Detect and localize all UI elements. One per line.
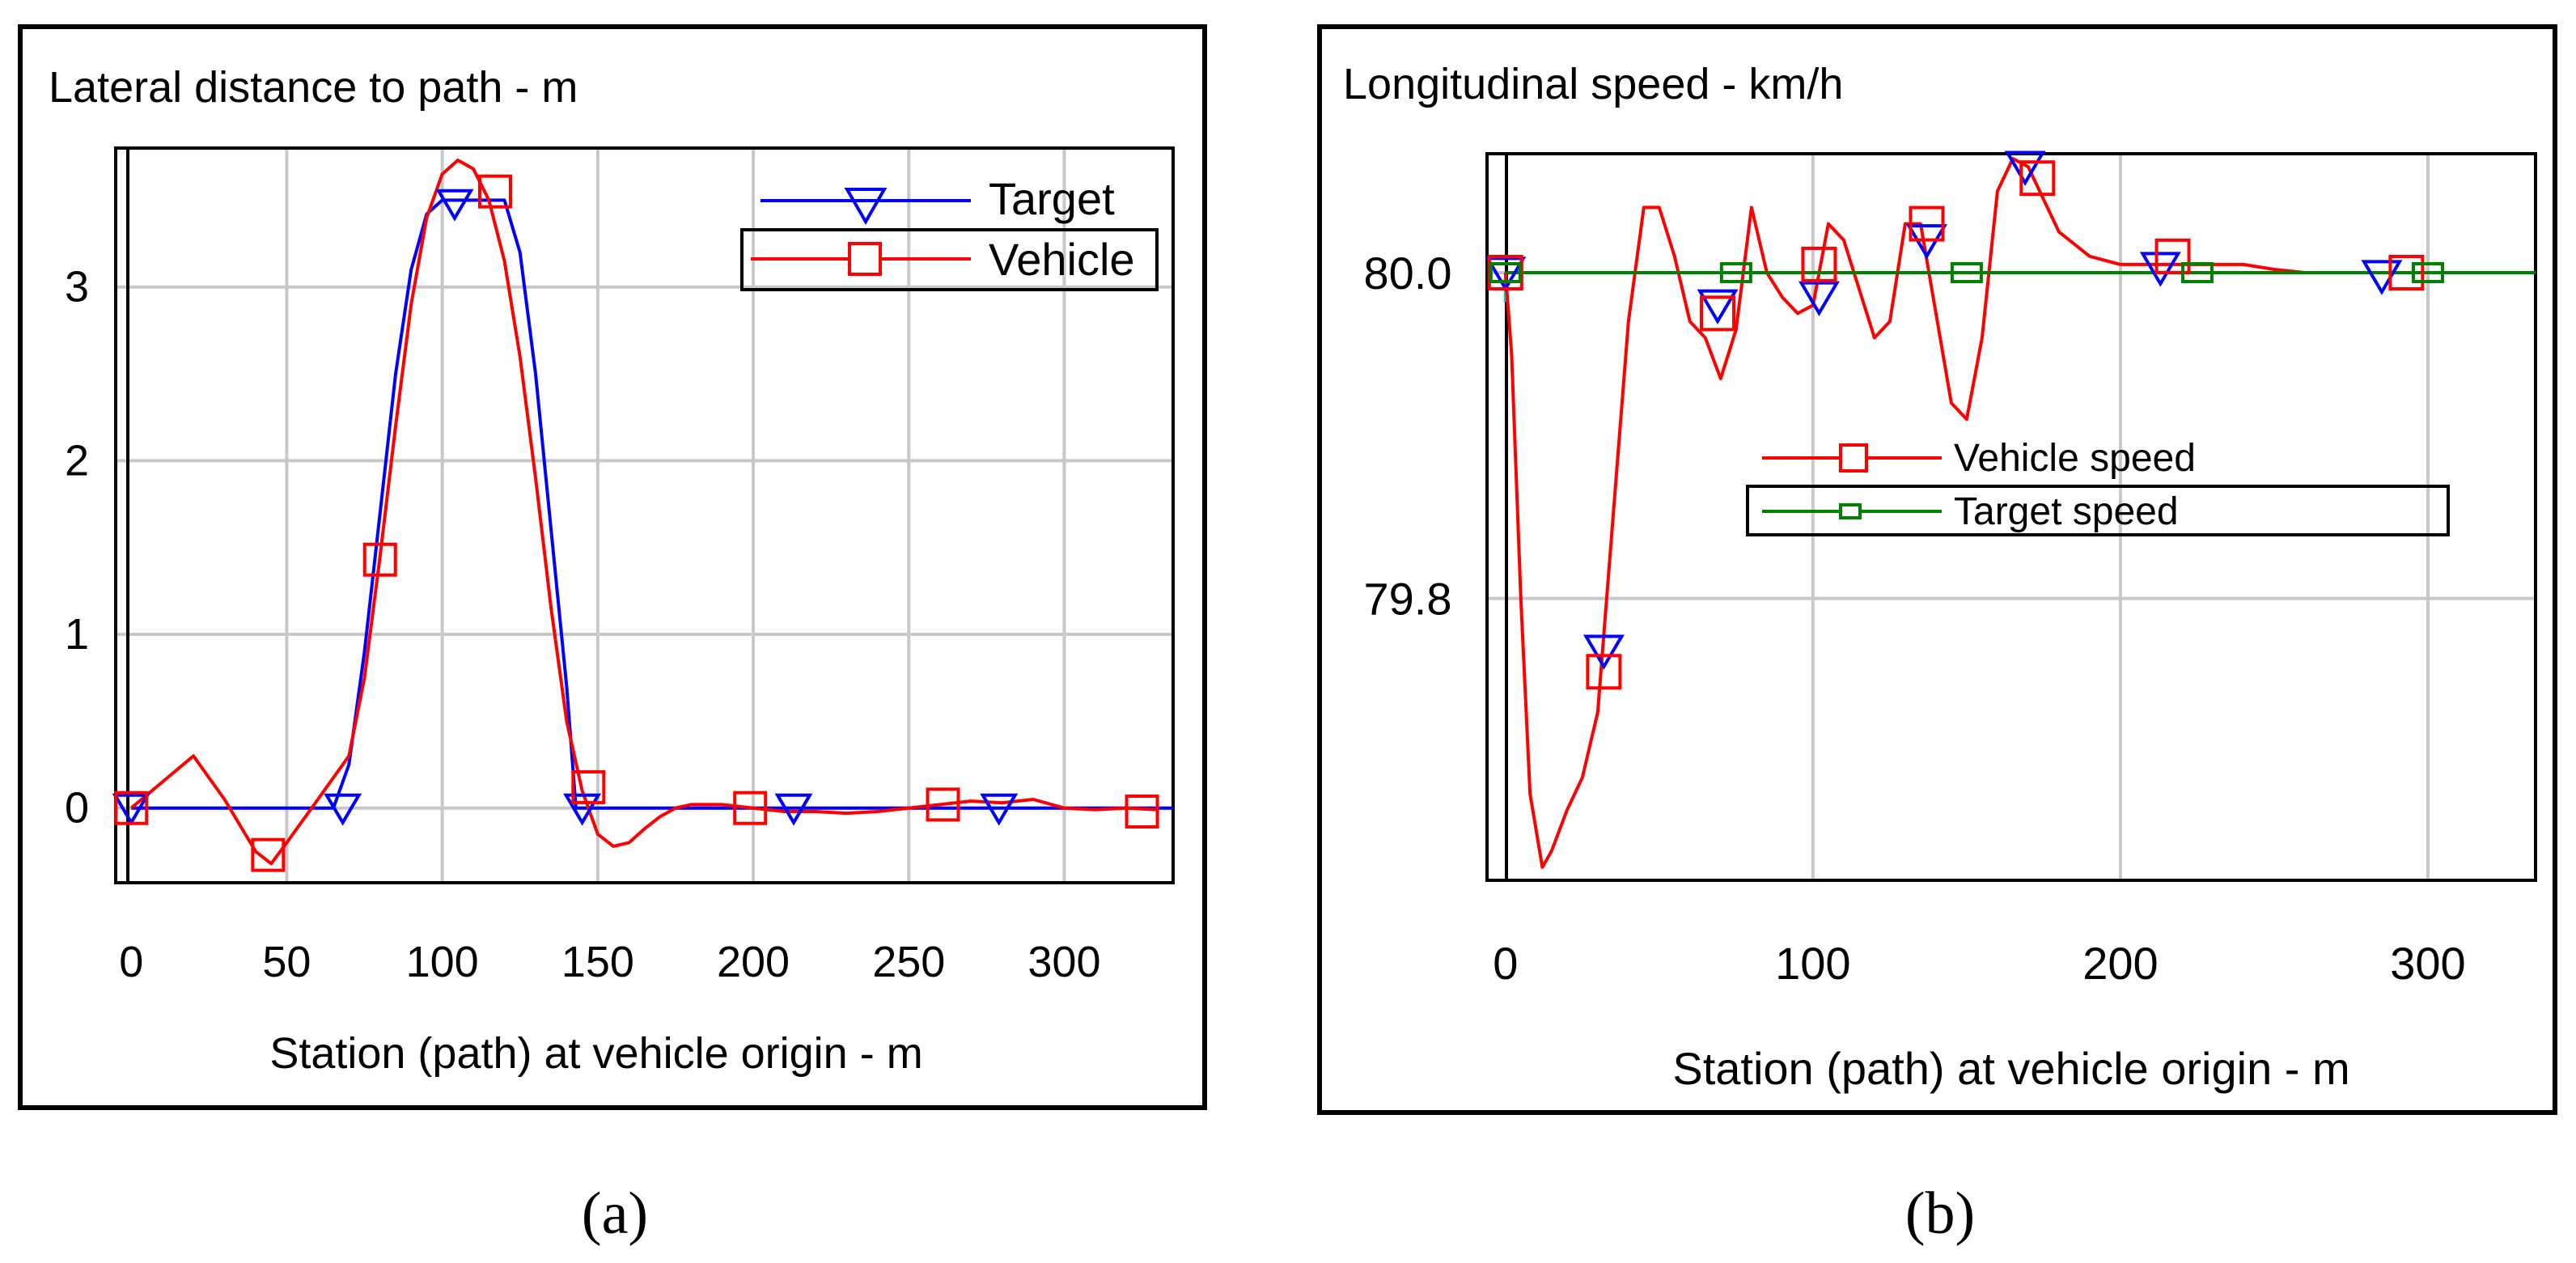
vehicle-speed-marker — [1700, 295, 1736, 332]
y-tick-label: 80.0 — [1364, 248, 1452, 299]
panel-a-title: Lateral distance to path - m — [49, 63, 578, 112]
x-tick-label: 300 — [1027, 938, 1100, 986]
legend-vehicle-label: Vehicle — [989, 234, 1135, 285]
vehicle-speed-marker — [2154, 238, 2191, 274]
legend-vehicle-speed-label: Vehicle speed — [1954, 437, 2196, 480]
target-speed-tri-marker — [1485, 256, 1527, 292]
x-tick-label: 50 — [262, 938, 311, 986]
x-tick-label: 100 — [1775, 938, 1850, 989]
target-speed-tri-marker — [1697, 289, 1739, 324]
target-speed-marker — [1489, 261, 1522, 283]
target-speed-marker — [2411, 261, 2444, 283]
vehicle-marker — [926, 787, 960, 822]
target-line — [131, 198, 1173, 810]
vehicle-speed-marker — [2019, 160, 2056, 197]
target-speed-tri-marker — [2004, 150, 2046, 186]
panel-a-ticks: 0 50 100 150 200 250 300 0 1 2 3 — [65, 263, 1101, 986]
panel-label-a: (a) — [582, 1180, 648, 1247]
x-tick-label: 250 — [872, 938, 945, 986]
x-tick-label: 100 — [406, 938, 479, 986]
x-tick-label: 0 — [119, 938, 143, 986]
vehicle-marker — [362, 542, 397, 577]
vehicle-speed-marker — [2388, 254, 2425, 290]
x-tick-label: 300 — [2390, 938, 2465, 989]
panel-b-xlabel: Station (path) at vehicle origin - m — [1672, 1043, 2349, 1094]
legend-target-speed-marker — [1839, 503, 1862, 519]
vehicle-marker — [251, 837, 286, 872]
target-speed-tri-marker — [1798, 281, 1840, 316]
x-tick-label: 200 — [717, 938, 790, 986]
x-tick-label: 200 — [2082, 938, 2158, 989]
target-speed-marker — [1950, 261, 1983, 283]
target-speed-tri-marker — [1582, 634, 1625, 670]
legend-vehicle-box — [740, 228, 1159, 291]
y-tick-label: 0 — [65, 784, 89, 833]
vehicle-speed-marker — [1801, 246, 1837, 282]
legend-target-label: Target — [989, 173, 1115, 224]
vehicle-marker — [114, 790, 149, 825]
y-tick-label: 1 — [65, 610, 89, 659]
target-marker — [112, 793, 150, 826]
target-marker — [435, 189, 474, 222]
panel-b-ticks: 0 100 200 300 79.8 80.0 — [1364, 248, 2466, 989]
vehicle-marker — [1125, 794, 1159, 829]
target-speed-marker — [2180, 261, 2214, 283]
panel-a-legend: Target Vehicle — [740, 173, 1159, 291]
x-tick-label: 0 — [1493, 938, 1518, 989]
target-speed-tri-marker — [2139, 252, 2181, 287]
y-tick-label: 2 — [65, 436, 89, 485]
vehicle-speed-marker — [1586, 654, 1622, 690]
target-marker — [324, 793, 362, 826]
target-marker — [980, 793, 1019, 826]
target-speed-marker — [1719, 261, 1752, 283]
panel-b-title: Longitudinal speed - km/h — [1343, 60, 1843, 108]
legend-vehicle-marker — [848, 242, 882, 276]
panel-a-plot-area — [114, 146, 1175, 884]
vehicle-marker — [477, 174, 512, 209]
vehicle-line — [129, 159, 1158, 866]
y-tick-label: 3 — [65, 263, 89, 312]
panel-b-series — [1485, 150, 2536, 869]
x-tick-label: 150 — [561, 938, 634, 986]
vehicle-speed-marker — [1909, 206, 1945, 242]
vehicle-speed-line — [1503, 157, 2536, 869]
vehicle-marker — [733, 790, 768, 825]
y-tick-label: 79.8 — [1364, 574, 1452, 625]
target-marker — [774, 793, 813, 826]
legend-target-marker — [844, 188, 888, 226]
legend-target-speed-label: Target speed — [1954, 490, 2179, 533]
legend-vehicle-speed-marker — [1839, 443, 1868, 473]
panel-label-b: (b) — [1905, 1180, 1975, 1247]
panel-a-series — [112, 159, 1173, 872]
panel-a-frame — [18, 24, 1207, 1110]
panel-a-xlabel: Station (path) at vehicle origin - m — [269, 1029, 922, 1078]
legend-target-speed-box — [1746, 485, 2450, 536]
panel-b-legend: Vehicle speed Target speed — [1746, 437, 2450, 536]
vehicle-marker — [571, 769, 606, 804]
target-marker — [563, 793, 602, 826]
